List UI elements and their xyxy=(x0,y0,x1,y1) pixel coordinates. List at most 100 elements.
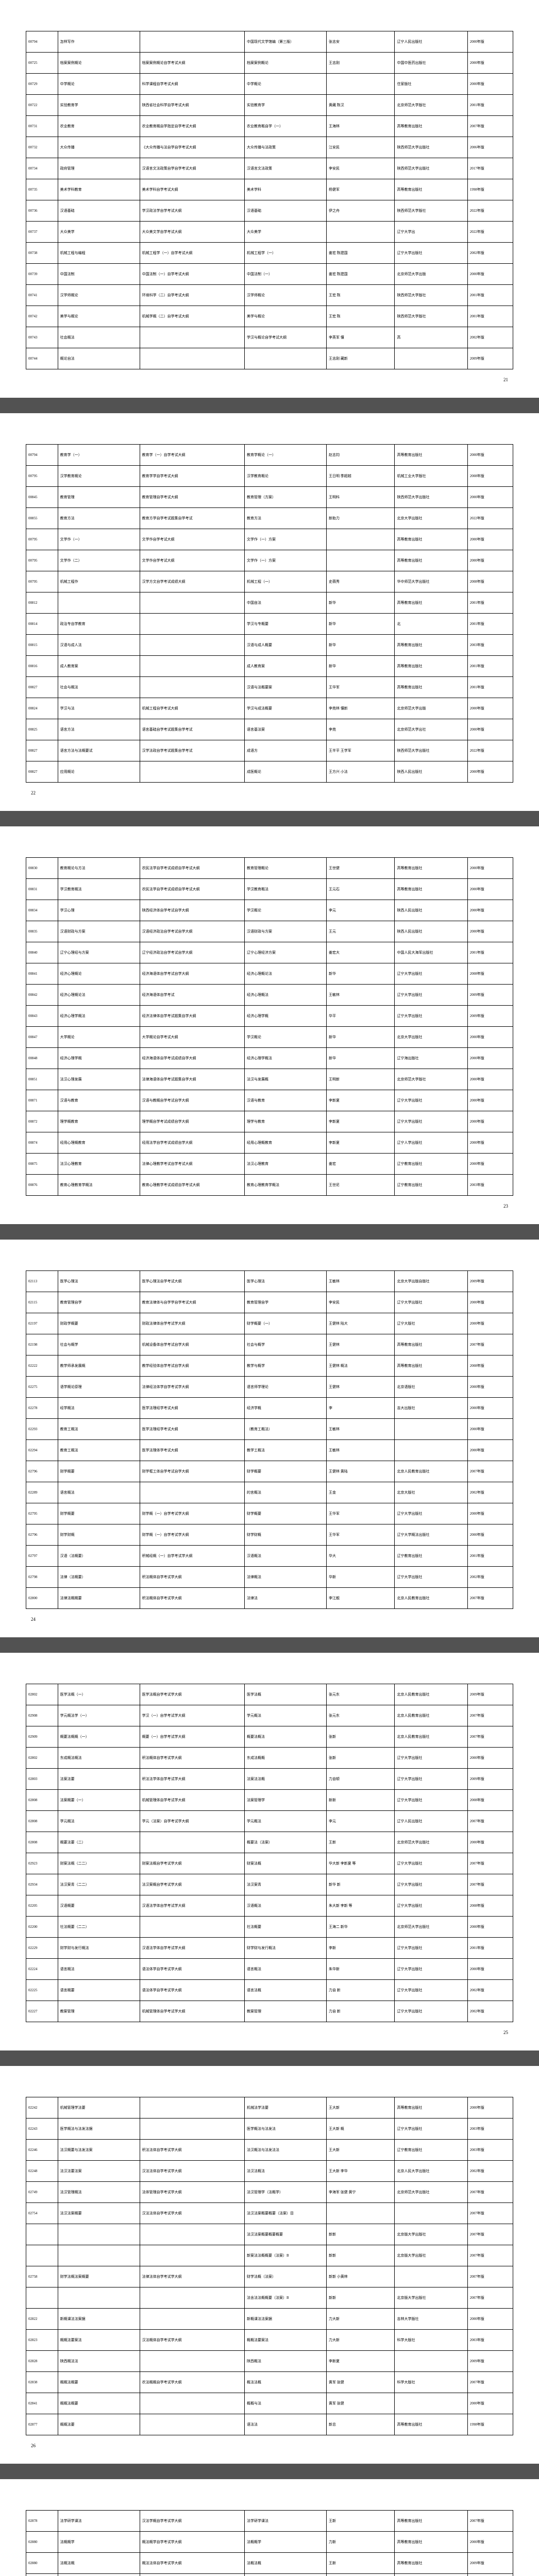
table-cell: 2001年版 xyxy=(467,614,513,635)
table-cell: 北京大学出版社 xyxy=(395,508,467,529)
table-cell: 语言基础自学考试题集自学考试 xyxy=(140,719,244,740)
table-cell: 00825 xyxy=(26,719,58,740)
table-cell: 概要法概概（一） xyxy=(58,1726,140,1748)
table-cell: 美学与概论 xyxy=(58,306,140,327)
table-cell: 2008年版 xyxy=(467,1895,513,1917)
table-cell: 高等教育出版社 xyxy=(395,116,467,137)
table-cell: 王敏林 xyxy=(326,1440,394,1461)
table-cell: 美术学科自学考试大纲 xyxy=(140,179,244,200)
table-cell: 社会与概学 xyxy=(244,1334,326,1355)
table-cell xyxy=(58,592,140,614)
table-cell: 法汉管理概法 xyxy=(58,2182,140,2203)
table-cell: 新新 小黄林 xyxy=(326,2266,394,2287)
table-cell: 赵志钧 xyxy=(326,445,394,466)
table-cell: 财学概要（一） xyxy=(244,1313,326,1334)
table-cell: 2007年版 xyxy=(467,2224,513,2245)
table-cell: 教案管理 xyxy=(58,2001,140,2022)
page: 00830教育概论与方法农民法学自学考试成绩自学考试大纲教育管理概论王世健高等教… xyxy=(0,826,539,1224)
table-cell: 02908 xyxy=(26,1705,58,1726)
table-cell: 王志刚 xyxy=(326,53,394,74)
table-cell: 医学法概（一） xyxy=(58,1684,140,1705)
table-cell: 怎样写作 xyxy=(58,31,140,53)
table-row: 02823概概法要案法汉法概体自学考试学大纲概概法要案法力大新科学大版社2003… xyxy=(26,2330,513,2351)
table-cell: 张志安 xyxy=(326,31,394,53)
table-cell: 学汉（一）自学考试学大纲 xyxy=(140,1705,244,1726)
table-cell: 李新夏 xyxy=(326,1111,394,1132)
table-cell: 李元 xyxy=(326,1811,394,1832)
table-cell: 2000年版 xyxy=(467,1313,513,1334)
table-row: 02908学元概法学（一）学汉（一）自学考试学大纲学元概法张元东北京人民教育出版… xyxy=(26,1705,513,1726)
table-cell: 辽宁经济政治自学考试自学大纲 xyxy=(140,942,244,963)
table-cell: 机械管理体自学考试学大纲 xyxy=(140,1790,244,1811)
table-row: 00816成人教育案成人教育案新华高等教育出版社2001年版 xyxy=(26,656,513,677)
table-cell: 经济法律体自学考试题集自学大纲 xyxy=(140,1006,244,1027)
table-cell: 李 xyxy=(326,1398,394,1419)
table-cell: 2001年版 xyxy=(467,285,513,306)
table-cell xyxy=(140,348,244,369)
table-cell: 机械法学法要 xyxy=(244,2097,326,2119)
table-cell: 汉法学概自学考试学大纲 xyxy=(140,2511,244,2532)
table-cell: 财学法概法案概要 xyxy=(58,2266,140,2287)
table-row: 02242机械管理学法要机械法学法要王大新高等教育出版社2000年版 xyxy=(26,2097,513,2119)
table-row: 00825语言方法语言基础自学考试题集自学考试语言基法案李苑北京师范大学出社20… xyxy=(26,719,513,740)
table-cell: 王金 xyxy=(326,1482,394,1503)
table-cell: 02882 xyxy=(26,2574,58,2576)
table-cell: 概要法要（二） xyxy=(58,1832,140,1853)
table-cell: 科学大版社 xyxy=(395,2330,467,2351)
table-cell: 2002年版 xyxy=(467,327,513,348)
table-cell: 教育学学自学考试大纲 xyxy=(140,466,244,487)
page-number: 22 xyxy=(26,790,513,795)
table-cell: 李新夏 xyxy=(326,1132,394,1154)
table-cell: 02802 xyxy=(26,1748,58,1769)
table-cell: 高等教育出版社 xyxy=(395,2097,467,2119)
table-cell: 2007年版 xyxy=(467,2511,513,2532)
table-cell xyxy=(140,656,244,677)
table-cell: 02808 xyxy=(26,1790,58,1811)
table-cell: 华中师范大学出版社 xyxy=(395,571,467,592)
table-cell: 法律法 xyxy=(244,1588,326,1609)
table-row: 00847大学概论大学概论自学考试大纲学汉概论新华北京大学出版社2000年版 xyxy=(26,1027,513,1048)
table-cell: 语言概要 xyxy=(58,1980,140,2001)
table-cell xyxy=(58,2224,140,2245)
table-cell: 2003年版 xyxy=(467,1175,513,1196)
table-cell: 力自 新 xyxy=(326,2001,394,2022)
table-cell: 2000年版 xyxy=(467,1048,513,1069)
table-cell: 2009年版 xyxy=(467,1769,513,1790)
table-row: 法含法法概概要（法案）B新新北京版大学出版社2007年版 xyxy=(26,2287,513,2309)
table-cell: 江安民 xyxy=(326,137,394,158)
table-cell: 华平 xyxy=(326,1006,394,1027)
table-cell: 大众美文学自学考试大纲 xyxy=(140,222,244,243)
table-cell: 2001年版 xyxy=(467,677,513,698)
table-cell: 辽宁大学概法出版社 xyxy=(395,1524,467,1546)
table-cell: 实验教育学 xyxy=(58,95,140,116)
table-cell: 2001年版 xyxy=(467,306,513,327)
table-cell: 00735 xyxy=(26,179,58,200)
table-cell: （教育工概法） xyxy=(244,1419,326,1440)
table-row: 02803法案法要积法法学体自学考试学大纲法案法法概力自顿辽宁大学出版社2009… xyxy=(26,1769,513,1790)
table-cell: 黄藏 陈汉 xyxy=(326,95,394,116)
table-cell: 姜宏 xyxy=(326,1154,394,1175)
table-cell: 00841 xyxy=(26,963,58,985)
table-cell: 辽宁教育出版社 xyxy=(395,1546,467,1567)
table-row: 00743社会概法学汉与概论自学考试大纲李英军 懂高2002年版 xyxy=(26,327,513,348)
table-cell: 机械工程自学考试大纲 xyxy=(140,698,244,719)
table-cell: 陕西人民出版社 xyxy=(395,900,467,921)
table-cell: 教学与概学 xyxy=(244,1355,326,1377)
table-row: 00827应用概论成医概论王方兴 小法陕西人民出版社2000年版 xyxy=(26,761,513,783)
table-cell: 学汉心理 xyxy=(58,900,140,921)
table-cell: 高等教育出版社 xyxy=(395,635,467,656)
table-cell: 辽宁大学出版社 xyxy=(395,985,467,1006)
table-cell: 北京大版社 xyxy=(395,1482,467,1503)
table-cell: 王新 xyxy=(326,2511,394,2532)
table-cell: 新新 xyxy=(326,2287,394,2309)
table-cell: 新华 xyxy=(326,1027,394,1048)
table-row: 00738机械工程与编程机械工程学（一）自学考试大纲机械工程学（一）姜宏 陈建国… xyxy=(26,243,513,264)
table-cell: 00835 xyxy=(26,921,58,942)
table-cell: 2000年版 xyxy=(467,529,513,550)
table-cell: 02754 xyxy=(26,2203,58,2224)
table-cell xyxy=(395,2351,467,2372)
table-cell: 02278 xyxy=(26,1398,58,1419)
table-cell: 中学概论 xyxy=(244,74,326,95)
table-cell: 汉语与成人概要 xyxy=(244,635,326,656)
table-cell: 陕西概法法 xyxy=(58,2351,140,2372)
